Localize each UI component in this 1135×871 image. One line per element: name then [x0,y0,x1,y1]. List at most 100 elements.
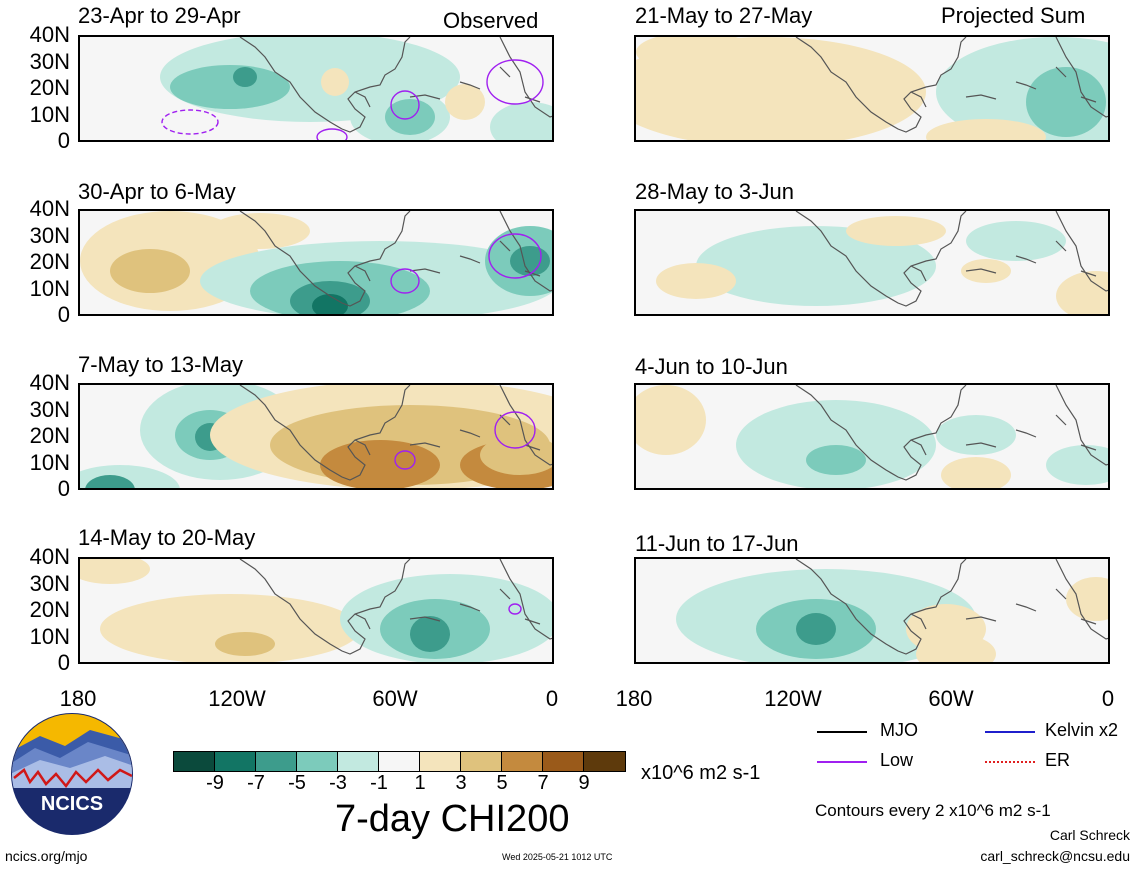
shaded-anomaly [916,634,996,662]
shaded-anomaly [321,68,349,96]
shaded-anomaly [410,616,450,652]
shaded-anomaly [796,613,836,645]
shaded-anomaly [966,221,1066,261]
shaded-anomaly [806,445,866,475]
panel-title-left-4: 14-May to 20-May [78,525,256,550]
colorbar-swatch [338,752,379,771]
shaded-anomaly [636,385,706,455]
shaded-anomaly [1046,445,1108,485]
coastline [239,385,552,481]
author-name: Carl Schreck [1049,827,1130,843]
shaded-anomaly [846,216,946,246]
map-panel-right-3 [634,383,1110,490]
colorbar-units: x10^6 m2 s-1 [641,762,761,784]
site-link[interactable]: ncics.org/mjo [5,848,88,864]
low-contour [508,603,522,615]
lat-label: 0 [57,128,70,153]
lon-label-right-120w: 120W [764,686,822,711]
lon-label-right-60w: 60W [928,686,974,711]
shaded-anomaly [312,294,348,314]
map-field [80,559,552,662]
colorbar-swatch [543,752,584,771]
lon-label-left-60w: 60W [372,686,418,711]
timestamp: Wed 2025-05-21 1012 UTC [502,852,613,862]
map-panel-left-4 [78,557,554,664]
map-panel-left-2 [78,209,554,316]
shaded-anomaly [85,475,135,488]
shaded-anomaly [1066,577,1108,621]
map-panel-right-4 [634,557,1110,664]
shaded-anomaly [936,415,1016,455]
colorbar-swatch [502,752,543,771]
low-contour [390,268,420,294]
shaded-anomaly [736,400,936,488]
shaded-anomaly [926,119,1046,140]
lon-label-left-120w: 120W [208,686,266,711]
low-contour [390,90,420,120]
shaded-anomaly [320,440,440,488]
legend-low-line [817,761,867,763]
shaded-anomaly [385,99,435,135]
lat-label: 40N [29,196,70,221]
map-panel-left-3 [78,383,554,490]
legend-kelvin-label: Kelvin x2 [1045,720,1119,740]
lat-label: 40N [29,544,70,569]
colorbar [173,751,626,772]
lat-label: 0 [57,650,70,675]
colorbar-swatch [420,752,461,771]
map-panel-right-2 [634,209,1110,316]
low-contour [488,233,542,279]
colorbar-label: 5 [496,772,508,794]
lat-label: 30N [29,570,70,596]
panel-title-left-2: 30-Apr to 6-May [78,179,236,204]
panel-title-right-4: 11-Jun to 17-Jun [635,531,799,556]
lat-label: 20N [29,423,70,448]
panel-title-left-1: 23-Apr to 29-Apr [78,3,241,28]
colorbar-swatch [461,752,502,771]
lat-label: 30N [29,48,70,74]
coastline [795,211,1108,307]
colorbar-label: 3 [455,772,467,794]
lon-label-right-0: 0 [1101,686,1115,711]
shaded-anomaly [480,435,552,475]
lat-label: 20N [29,597,70,622]
map-field [636,385,1108,488]
legend-er-label: ER [1045,750,1071,770]
shaded-anomaly [636,37,756,72]
projected-sum-label: Projected Sum [941,3,1086,28]
panel-title-right-3: 4-Jun to 10-Jun [635,354,788,379]
lat-label: 10N [29,101,70,127]
lat-label: 0 [57,476,70,501]
map-field [656,211,1108,314]
ncics-logo: NCICS [10,712,134,836]
low-contour [486,59,544,105]
shaded-anomaly [80,559,150,584]
colorbar-label: 9 [578,772,590,794]
colorbar-swatch [379,752,420,771]
colorbar-title: 7-day CHI200 [335,798,570,840]
map-field [80,385,552,488]
legend-mjo-line [817,731,867,733]
map-field [676,559,1108,662]
colorbar-label: 7 [537,772,549,794]
low-contour [161,109,219,135]
coastline [795,559,1108,655]
map-panel-right-1 [634,35,1110,142]
legend-kelvin-line [985,731,1035,733]
coastline [795,385,1108,481]
colorbar-label: -7 [247,772,265,794]
colorbar-label: -9 [206,772,224,794]
map-field [80,211,552,314]
colorbar-label: 1 [414,772,426,794]
lat-label: 10N [29,623,70,649]
colorbar-swatch [297,752,338,771]
colorbar-label: -1 [370,772,388,794]
colorbar-swatch [256,752,297,771]
colorbar-swatch [584,752,625,771]
shaded-anomaly [215,632,275,656]
panel-title-right-2: 28-May to 3-Jun [635,179,794,204]
lat-label: 40N [29,22,70,47]
shaded-anomaly [696,226,936,306]
lat-label: 0 [57,302,70,327]
coastline [239,559,552,655]
